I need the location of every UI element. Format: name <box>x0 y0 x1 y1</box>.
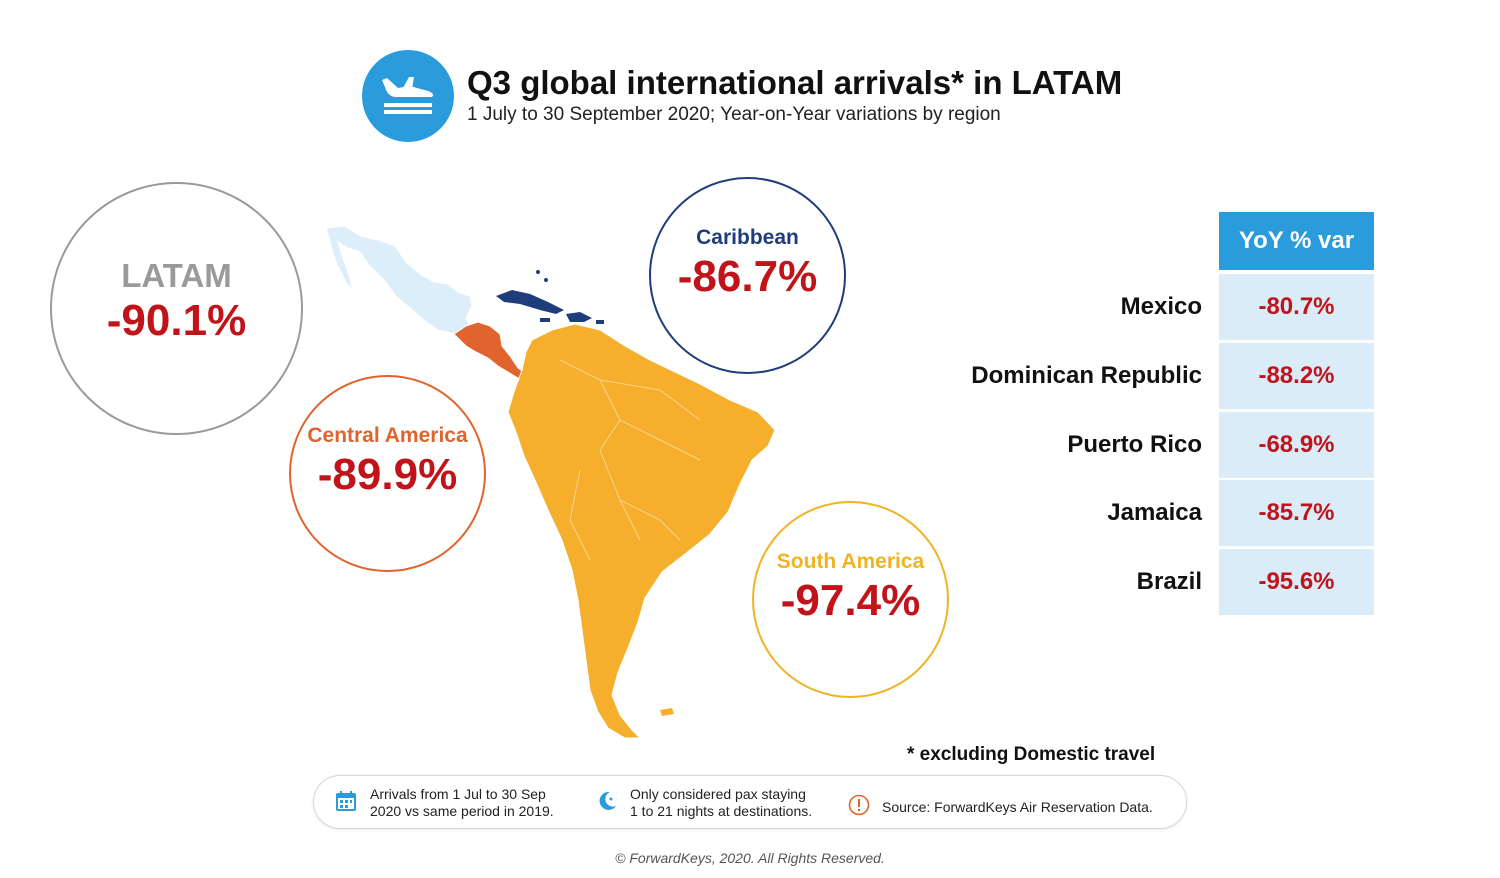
note-line: Arrivals from 1 Jul to 30 Sep <box>370 786 546 802</box>
south-america-shape <box>507 323 776 739</box>
moon-icon <box>596 790 618 816</box>
region-name: Caribbean <box>696 225 799 249</box>
calendar-icon <box>334 789 358 817</box>
south-america-circle: South America -97.4% <box>752 501 949 698</box>
airplane-landing-icon <box>362 50 454 142</box>
footnote: * excluding Domestic travel <box>907 744 1156 765</box>
exclamation-icon <box>848 794 870 820</box>
note-item: Source: ForwardKeys Air Reservation Data… <box>848 794 1153 820</box>
jamaica-shape <box>540 318 550 322</box>
table-row-label: Brazil <box>1136 568 1202 595</box>
note-line: Source: ForwardKeys Air Reservation Data… <box>882 798 1153 815</box>
falklands-shape <box>660 708 674 716</box>
region-name: Central America <box>307 423 468 447</box>
country-borders <box>559 359 701 561</box>
caribbean-circle: Caribbean -86.7% <box>649 177 846 374</box>
table-row-value: -88.2% <box>1219 343 1374 409</box>
copyright: © ForwardKeys, 2020. All Rights Reserved… <box>615 850 885 866</box>
note-line: 2020 vs same period in 2019. <box>370 803 554 819</box>
table-row-label: Dominican Republic <box>971 362 1202 389</box>
hispaniola-shape <box>566 312 592 322</box>
table-row-value: -85.7% <box>1219 480 1374 546</box>
mexico-shape <box>325 225 473 335</box>
note-item: Arrivals from 1 Jul to 30 Sep 2020 vs sa… <box>334 786 554 820</box>
region-name: South America <box>776 549 925 573</box>
table-row-value: -68.9% <box>1219 412 1374 478</box>
notes-bar: Arrivals from 1 Jul to 30 Sep 2020 vs sa… <box>313 775 1187 829</box>
latam-circle: LATAM -90.1% <box>50 182 303 435</box>
puerto-rico-shape <box>596 320 604 324</box>
central-america-circle: Central America -89.9% <box>289 375 486 572</box>
latam-map <box>325 225 776 739</box>
region-value: -97.4% <box>780 575 921 625</box>
table-row-label: Jamaica <box>1107 499 1202 526</box>
page-subtitle: 1 July to 30 September 2020; Year-on-Yea… <box>467 104 1001 125</box>
note-item: Only considered pax staying 1 to 21 nigh… <box>596 786 812 820</box>
note-line: 1 to 21 nights at destinations. <box>630 803 813 819</box>
table-row-value: -95.6% <box>1219 549 1374 615</box>
region-value: -89.9% <box>317 449 458 499</box>
cuba-shape <box>496 290 564 314</box>
table-row-label: Puerto Rico <box>1067 431 1202 458</box>
region-value: -90.1% <box>106 295 247 345</box>
bahamas-shape <box>536 270 540 274</box>
page-title: Q3 global international arrivals* in LAT… <box>467 64 1123 101</box>
region-name: LATAM <box>121 256 232 294</box>
region-value: -86.7% <box>677 251 818 301</box>
bahamas-shape <box>544 278 548 282</box>
note-line: Only considered pax staying <box>630 786 806 802</box>
table-row-label: Mexico <box>1120 293 1202 320</box>
table-header: YoY % var <box>1219 212 1374 270</box>
table-row-value: -80.7% <box>1219 274 1374 340</box>
